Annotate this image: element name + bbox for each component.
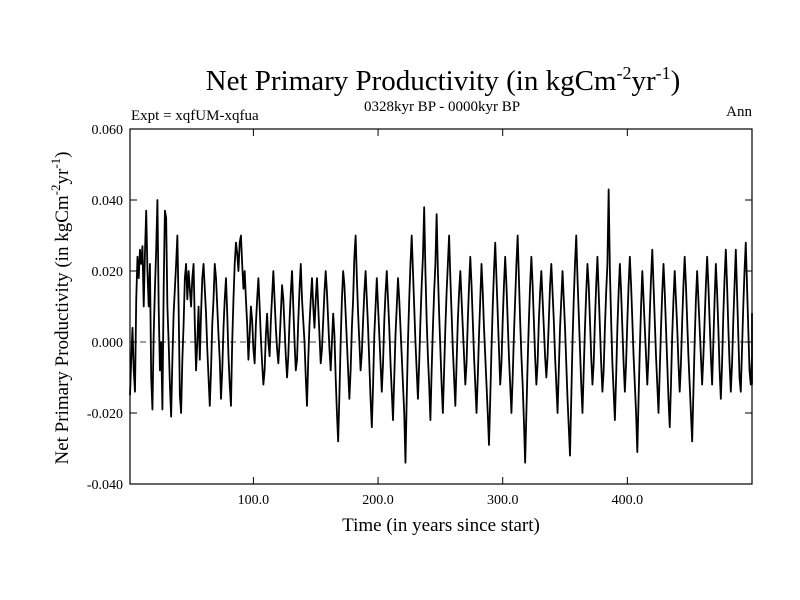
y-tick-label: 0.000 [92,336,124,351]
season-label: Ann [726,104,752,120]
y-tick-label: 0.040 [92,194,124,209]
x-tick-label: 400.0 [612,493,644,508]
y-tick-label: 0.020 [92,265,124,280]
plot-frame [129,128,753,485]
x-tick-label: 100.0 [238,493,270,508]
experiment-label: Expt = xqfUM-xqfua [131,108,259,124]
y-tick-label: -0.020 [87,407,123,422]
x-tick-label: 200.0 [362,493,394,508]
x-tick-label: 300.0 [487,493,519,508]
y-axis-label: Net Primary Productivity (in kgCm-2yr-1) [48,152,73,465]
y-tick-label: -0.040 [87,478,123,493]
npp-series-line [129,188,753,464]
period-label: 0328kyr BP - 0000kyr BP [364,99,520,115]
chart-title: Net Primary Productivity (in kgCm-2yr-1) [206,63,681,97]
y-tick-label: 0.060 [92,123,124,138]
x-axis-label: Time (in years since start) [342,515,540,536]
